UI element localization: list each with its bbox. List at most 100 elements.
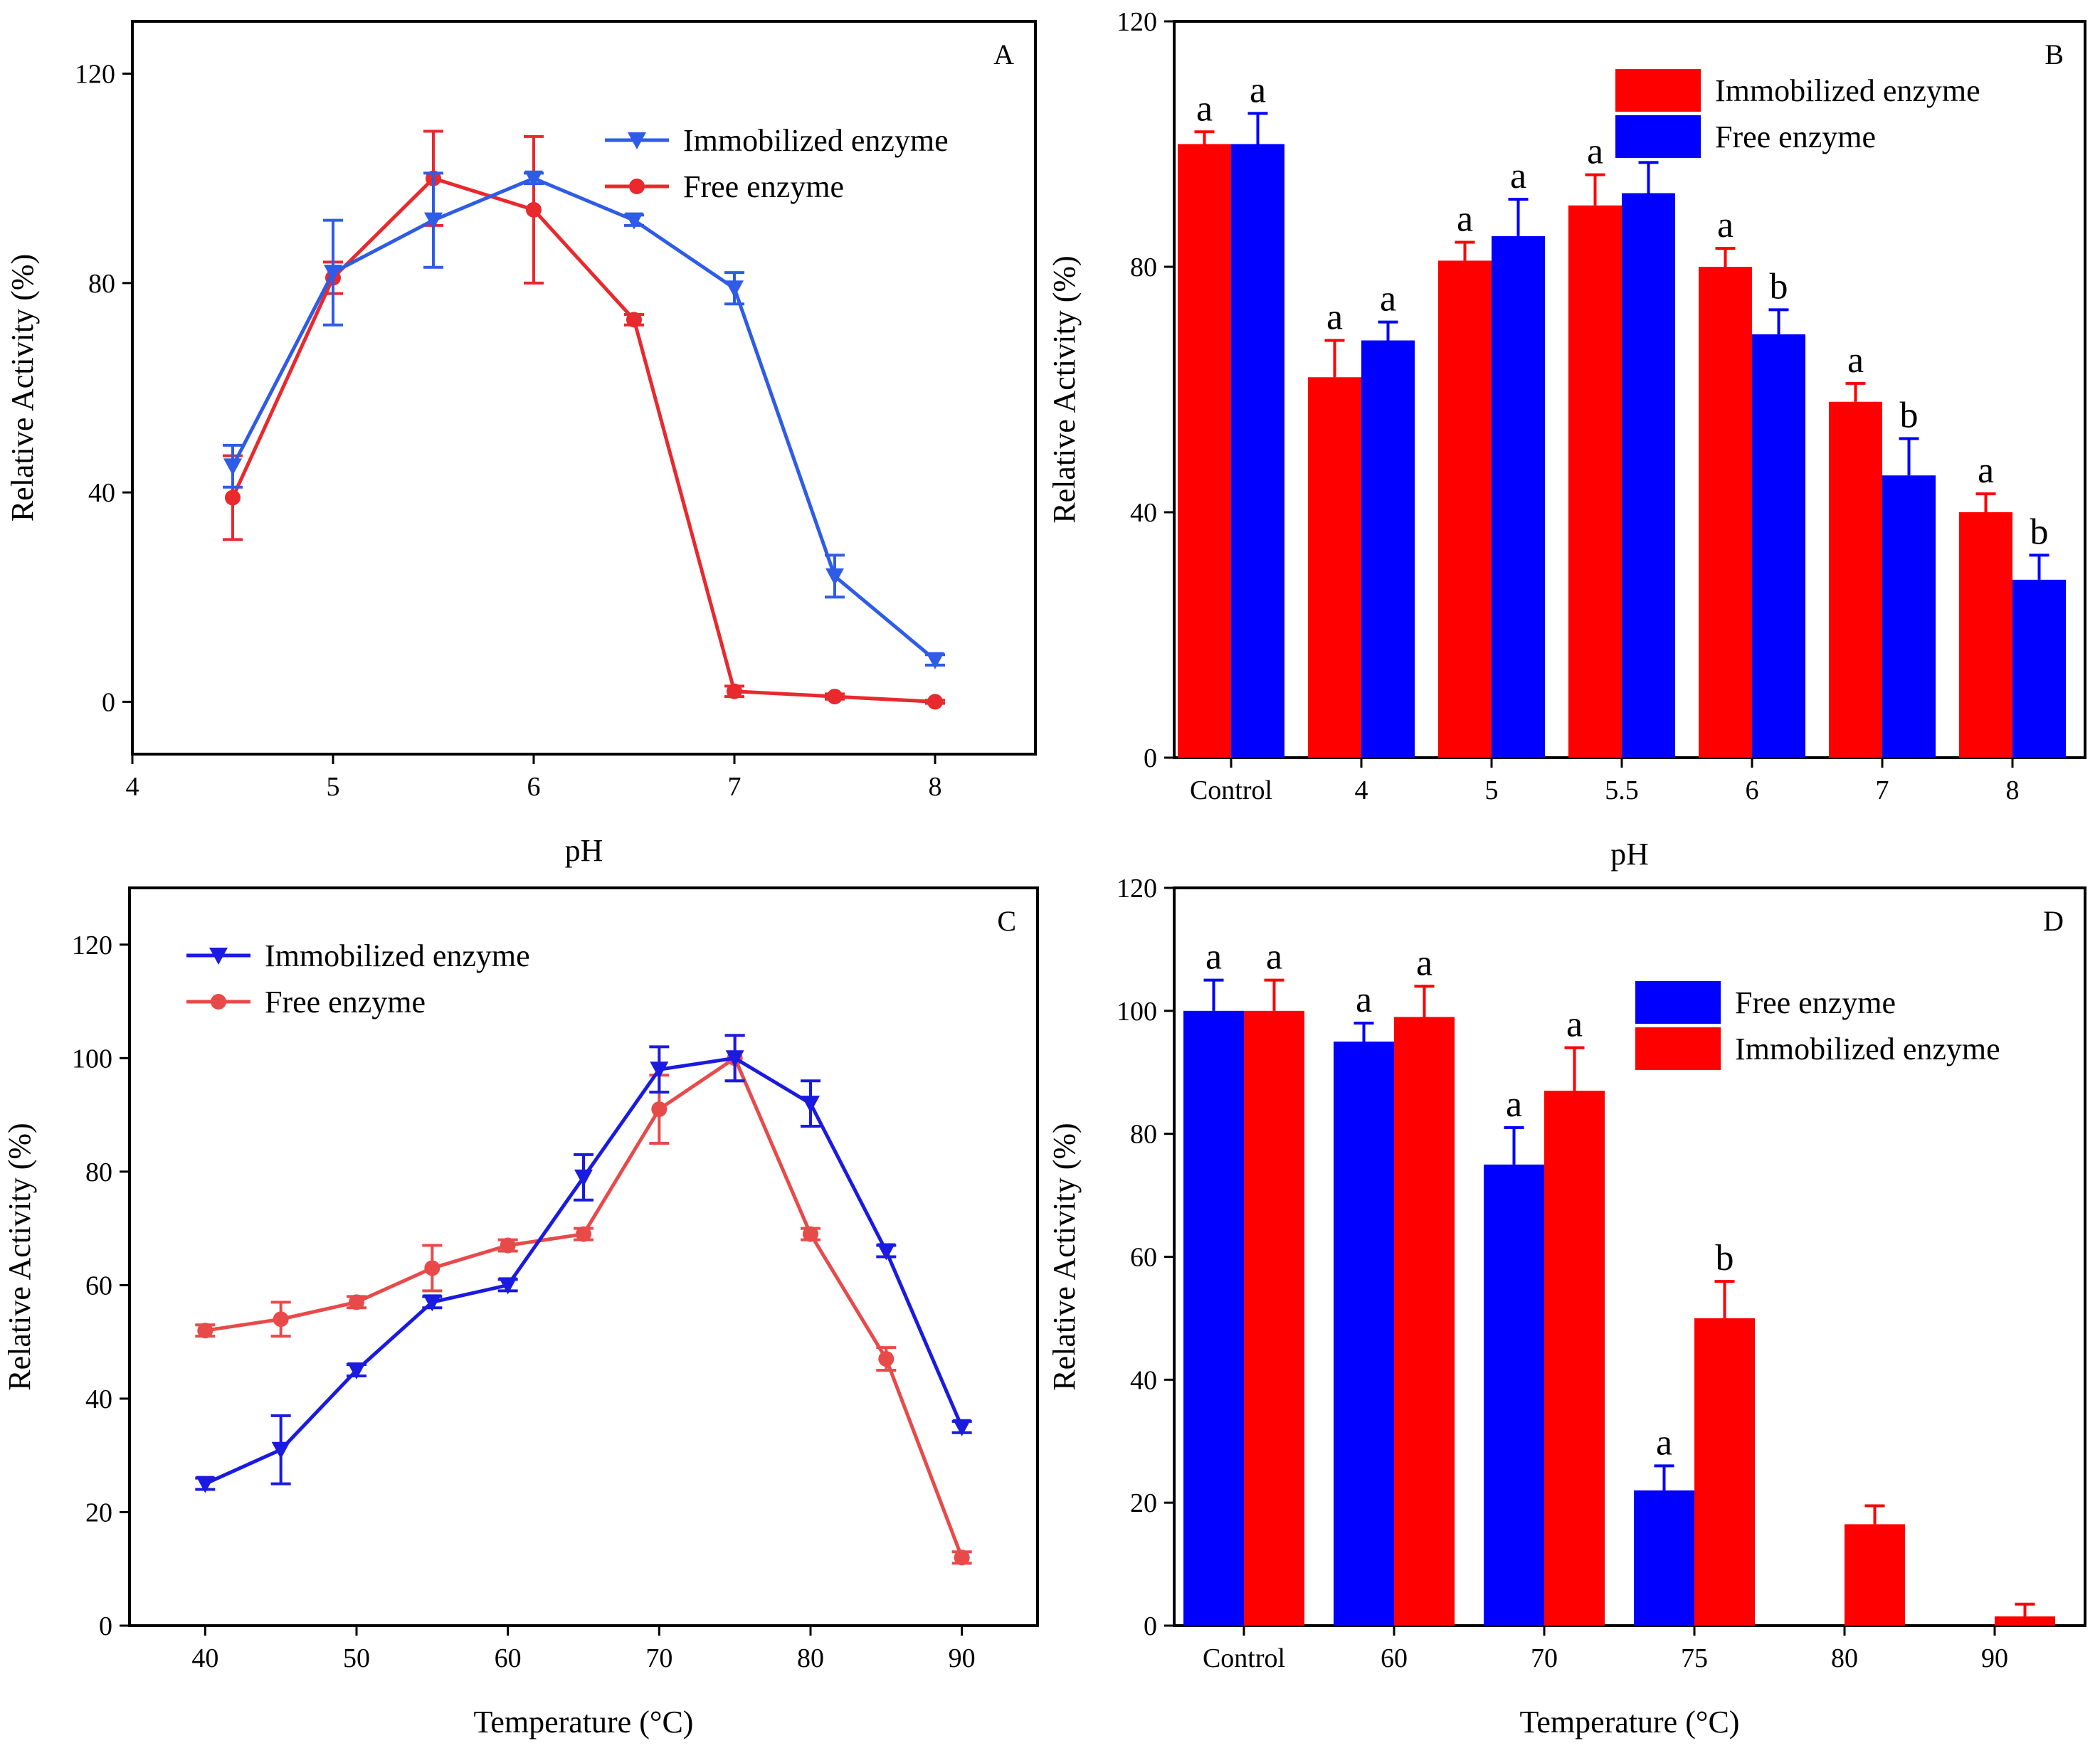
x-tick-label: 70 [1531,1643,1558,1673]
y-tick-label: 60 [85,1271,112,1301]
y-tick-label: 20 [85,1498,112,1527]
x-tick-label: 4 [1355,775,1368,805]
legend-label: Immobilized enzyme [1715,73,1980,108]
series-line [231,176,936,704]
data-point [927,694,943,710]
data-point [196,1476,215,1493]
bar [1492,235,1545,758]
data-point [878,1351,895,1367]
x-tick-label: 80 [1831,1643,1858,1673]
legend-swatch [1635,1027,1721,1070]
series-line [204,1056,964,1485]
bar [1178,144,1231,758]
y-tick-label: 120 [75,60,115,90]
x-tick-label: 75 [1681,1643,1708,1673]
plot-frame [1173,886,2086,1627]
data-point [803,1226,818,1242]
y-tick-label: 100 [1117,997,1157,1027]
y-tick-label: 0 [102,687,115,717]
x-tick-label: Control [1203,1643,1285,1673]
y-tick-label: 0 [1144,743,1157,773]
panel-letter: C [997,905,1016,937]
bar [1244,1010,1304,1626]
panel-letter: D [2043,905,2064,937]
data-point [650,1061,669,1079]
legend-label: Immobilized enzyme [1735,1032,2000,1066]
series-line [231,176,936,662]
significance-label: b [1900,396,1919,436]
bar [1959,512,2012,758]
y-tick-label: 80 [1130,253,1157,282]
significance-label: a [1566,1005,1583,1045]
data-point [498,1277,517,1295]
x-tick-label: 7 [1876,775,1889,805]
y-tick-label: 80 [85,1158,112,1187]
data-point [725,280,744,298]
bar [2012,579,2066,758]
y-axis-title: Relative Activity (%) [1047,255,1082,523]
significance-label: a [1510,156,1526,196]
bar [1634,1490,1694,1626]
y-tick-label: 100 [72,1044,112,1074]
data-point [651,1101,668,1118]
data-point [225,489,241,506]
panel-c: C Temperature (°C) Relative Activity (%) 0 2… [2,886,1039,1739]
x-tick-label: 60 [1381,1643,1408,1673]
data-point [271,1441,290,1459]
data-point [197,1323,213,1339]
x-tick-label: 8 [2006,775,2020,805]
panel-d: D Temperature (°C) Relative Activity (%) 0 2… [1047,874,2086,1739]
bar [1334,1042,1394,1626]
data-point [727,683,742,699]
legend-swatch [1615,69,1701,112]
significance-label: a [1205,937,1222,978]
y-axis-title: Relative Activity (%) [1047,1123,1082,1390]
bar [1829,401,1882,758]
y-tick-label: 40 [1130,498,1157,528]
data-point [926,652,944,669]
bar [1568,205,1622,758]
significance-label: a [1196,88,1213,129]
significance-label: a [1656,1422,1672,1463]
bar [1183,1010,1244,1626]
legend-label: Immobilized enzyme [265,938,530,973]
data-point [273,1311,289,1328]
data-point [625,212,643,230]
x-axis-title: Temperature (°C) [474,1705,694,1739]
y-axis-title: Relative Activity (%) [5,254,40,521]
significance-label: a [1457,199,1473,240]
y-tick-label: 0 [1144,1611,1157,1641]
legend-label: Immobilized enzyme [683,123,949,158]
panel-letter: B [2044,38,2064,70]
data-point [576,1226,591,1242]
x-tick-label: 80 [797,1643,824,1673]
data-point [524,170,543,188]
bar [1361,340,1415,758]
y-tick-label: 120 [72,931,112,960]
significance-label: a [1266,937,1282,978]
x-tick-label: 6 [527,772,541,802]
x-axis-title: pH [1610,837,1649,872]
y-tick-label: 20 [1130,1488,1157,1518]
plot-frame [131,20,1037,756]
data-point [952,1419,971,1436]
bar [1882,475,1936,758]
bar [1622,193,1675,758]
x-tick-label: 40 [191,1643,218,1673]
significance-label: b [2030,512,2049,552]
significance-label: a [1506,1084,1522,1125]
bar [1845,1524,1905,1626]
panel-b: BpH Relative Activity (%) 0 40 80 120 Control a… [1047,7,2086,872]
y-tick-label: 0 [99,1611,112,1641]
data-point [526,201,542,218]
significance-label: a [1847,340,1864,381]
data-point [209,948,228,965]
data-point [349,1294,364,1310]
x-tick-label: 90 [1981,1643,2008,1673]
panel-a: ApH Relative Activity (%) 0 40 80 120 4 5 6 7 8 Imm… [5,20,1037,868]
plot-frame [128,886,1039,1627]
x-tick-label: 5 [327,772,340,802]
data-point [801,1096,820,1113]
data-point [424,212,443,230]
legend-label: Free enzyme [1715,120,1876,154]
